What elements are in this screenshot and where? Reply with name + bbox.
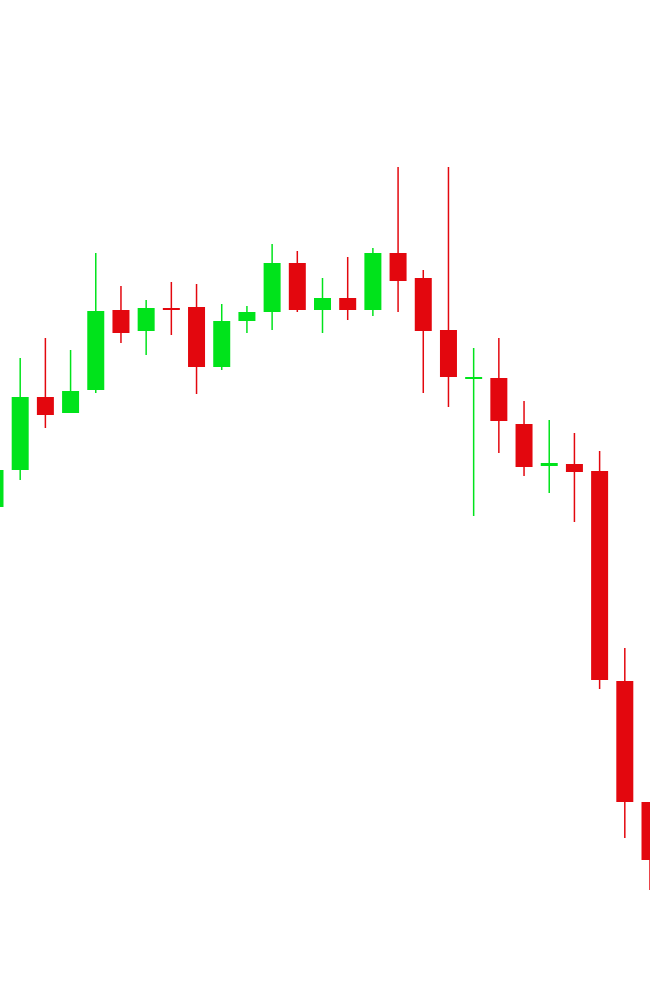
candle-body: [414, 278, 432, 331]
candle-body: [591, 471, 609, 680]
candle-body: [162, 308, 180, 310]
candle-body: [0, 470, 4, 507]
candle-body: [465, 377, 483, 379]
candle-body: [515, 424, 533, 467]
candle-body: [339, 298, 357, 310]
candle-body: [137, 308, 155, 331]
candle-body: [616, 681, 634, 802]
candle-body: [565, 464, 583, 472]
candle-body: [62, 391, 80, 413]
candle-body: [188, 307, 206, 367]
candle-body: [389, 253, 407, 281]
candle-body: [364, 253, 382, 310]
candle-body: [490, 378, 508, 421]
candle-body: [11, 397, 29, 470]
candle-body: [439, 330, 457, 377]
candle-body: [263, 263, 281, 312]
candle-body: [540, 463, 558, 466]
candle-body: [238, 312, 256, 321]
candle-body: [641, 802, 650, 860]
candle-body: [112, 310, 130, 333]
candle-body: [314, 298, 331, 310]
candle-body: [87, 311, 105, 390]
candle-body: [213, 321, 231, 367]
candle-body: [288, 263, 306, 310]
candle-body: [36, 397, 54, 415]
